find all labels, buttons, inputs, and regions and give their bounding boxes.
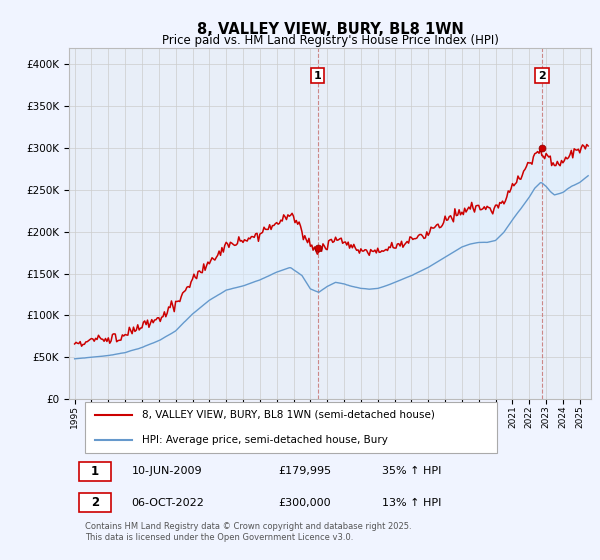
Text: 8, VALLEY VIEW, BURY, BL8 1WN (semi-detached house): 8, VALLEY VIEW, BURY, BL8 1WN (semi-deta… [142,410,435,420]
Text: 13% ↑ HPI: 13% ↑ HPI [382,498,442,508]
FancyBboxPatch shape [79,493,111,512]
Text: £179,995: £179,995 [278,466,331,476]
Text: Contains HM Land Registry data © Crown copyright and database right 2025.
This d: Contains HM Land Registry data © Crown c… [85,522,411,542]
FancyBboxPatch shape [85,402,497,452]
Text: Price paid vs. HM Land Registry's House Price Index (HPI): Price paid vs. HM Land Registry's House … [161,34,499,47]
Text: 2: 2 [91,496,99,509]
Text: 06-OCT-2022: 06-OCT-2022 [131,498,205,508]
Text: 35% ↑ HPI: 35% ↑ HPI [382,466,442,476]
FancyBboxPatch shape [79,461,111,480]
Text: 1: 1 [314,71,322,81]
Text: 10-JUN-2009: 10-JUN-2009 [131,466,202,476]
Text: 8, VALLEY VIEW, BURY, BL8 1WN: 8, VALLEY VIEW, BURY, BL8 1WN [197,22,463,36]
Text: 2: 2 [538,71,546,81]
Text: HPI: Average price, semi-detached house, Bury: HPI: Average price, semi-detached house,… [142,435,388,445]
Text: 1: 1 [91,465,99,478]
Text: £300,000: £300,000 [278,498,331,508]
